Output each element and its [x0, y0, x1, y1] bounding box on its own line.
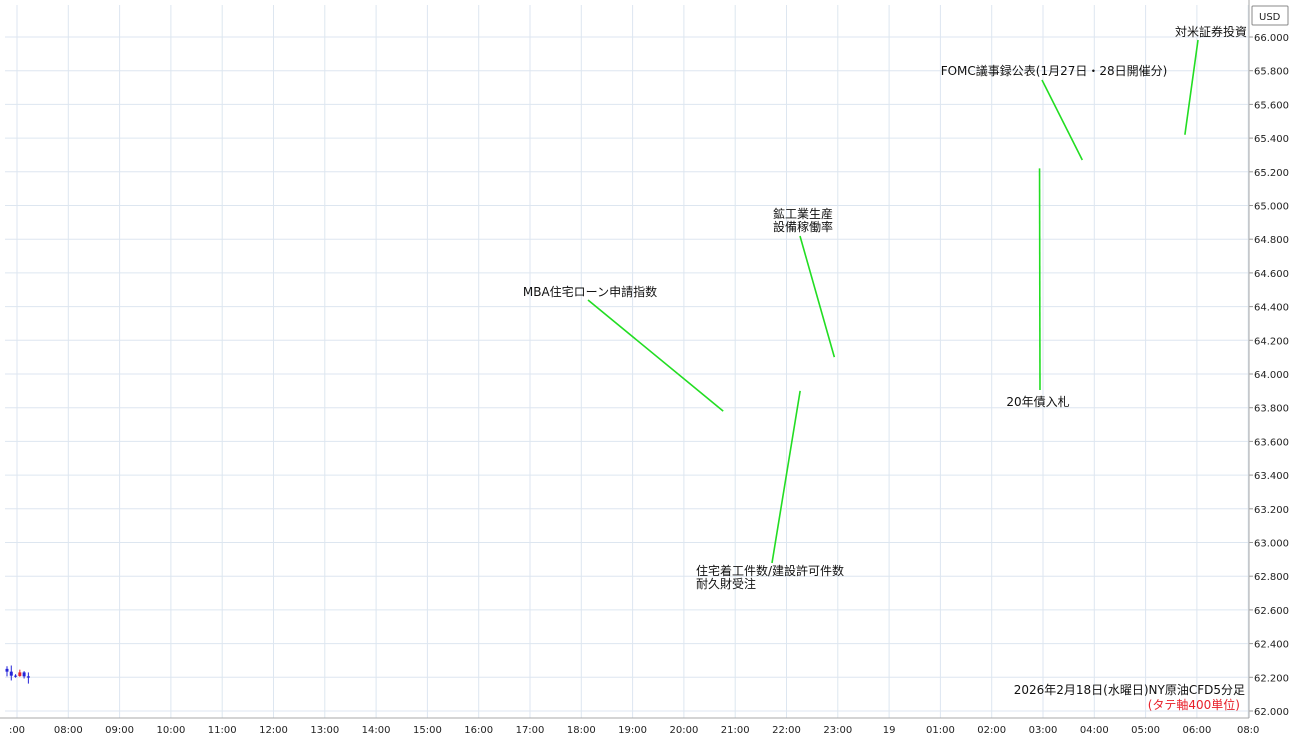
- annotation-label: 鉱工業生産: [773, 206, 833, 221]
- x-tick-label: 13:00: [310, 725, 339, 736]
- candle-body: [9, 671, 13, 676]
- y-tick-label: 64.600: [1254, 269, 1289, 280]
- y-tick-label: 62.200: [1254, 673, 1289, 684]
- annotation-label: MBA住宅ローン申請指数: [523, 284, 657, 299]
- x-tick-label: 21:00: [721, 725, 750, 736]
- chart-title: 2026年2月18日(水曜日)NY原油CFD5分足: [1014, 683, 1245, 697]
- x-tick-label: 05:00: [1131, 725, 1160, 736]
- grid: [5, 5, 1249, 718]
- y-tick-label: 63.000: [1254, 539, 1289, 550]
- y-tick-label: 65.200: [1254, 168, 1289, 179]
- x-tick-label: 08:00: [54, 725, 83, 736]
- y-tick-label: 63.800: [1254, 404, 1289, 415]
- candle-body: [5, 668, 9, 672]
- x-tick-label: 09:00: [105, 725, 134, 736]
- y-tick-label: 63.200: [1254, 505, 1289, 516]
- y-tick-label: 65.600: [1254, 100, 1289, 111]
- x-tick-label: 22:00: [772, 725, 801, 736]
- x-tick-label: 08:0: [1237, 725, 1259, 736]
- x-tick-label: 14:00: [362, 725, 391, 736]
- labels: USD 2026年2月18日(水曜日)NY原油CFD5分足 (タテ軸400単位)…: [9, 12, 1289, 736]
- candle-body: [22, 672, 26, 677]
- candle-body: [14, 675, 18, 677]
- annotation-label: 20年債入札: [1006, 394, 1069, 409]
- y-tick-label: 63.400: [1254, 471, 1289, 482]
- y-tick-label: 62.000: [1254, 707, 1289, 718]
- y-tick-label: 62.400: [1254, 640, 1289, 651]
- annotation-line: [799, 235, 836, 358]
- y-tick-label: 65.400: [1254, 134, 1289, 145]
- annotation-label: FOMC議事録公表(1月27日・28日開催分): [941, 63, 1168, 78]
- x-tick-label: 01:00: [926, 725, 955, 736]
- annotation-label: 住宅着工件数/建設許可件数: [696, 563, 844, 578]
- x-tick-label: 17:00: [516, 725, 545, 736]
- x-tick-label: 03:00: [1029, 725, 1058, 736]
- x-tick-label: 18:00: [567, 725, 596, 736]
- annotation-line: [1184, 39, 1199, 135]
- x-tick-label: 16:00: [464, 725, 493, 736]
- y-tick-label: 62.600: [1254, 606, 1289, 617]
- annotations: [587, 39, 1199, 564]
- x-tick-label: 23:00: [823, 725, 852, 736]
- x-tick-label: 19:00: [618, 725, 647, 736]
- annotation-label: 対米証券投資: [1175, 24, 1247, 39]
- x-tick-label: 19: [883, 725, 896, 736]
- annotation-label: 耐久財受注: [696, 576, 756, 591]
- annotation-line: [771, 390, 801, 564]
- x-tick-label: :00: [9, 725, 25, 736]
- x-tick-label: 06:00: [1182, 725, 1211, 736]
- y-tick-label: 64.800: [1254, 235, 1289, 246]
- y-tick-label: 65.000: [1254, 202, 1289, 213]
- y-tick-label: 65.800: [1254, 67, 1289, 78]
- candle-body: [18, 672, 22, 676]
- x-tick-label: 12:00: [259, 725, 288, 736]
- x-tick-label: 15:00: [413, 725, 442, 736]
- y-tick-label: 64.200: [1254, 336, 1289, 347]
- candle-body: [26, 676, 30, 678]
- annotation-line: [1041, 79, 1084, 161]
- x-tick-label: 02:00: [977, 725, 1006, 736]
- candles: [5, 665, 30, 684]
- currency-box: [1251, 5, 1289, 26]
- annotation-label: 設備稼働率: [773, 219, 833, 234]
- chart-subtitle: (タテ軸400単位): [1148, 697, 1240, 712]
- currency-label: USD: [1259, 12, 1281, 23]
- y-tick-label: 64.400: [1254, 303, 1289, 314]
- annotation-line: [587, 299, 724, 412]
- x-tick-label: 04:00: [1080, 725, 1109, 736]
- x-tick-label: 10:00: [156, 725, 185, 736]
- y-tick-label: 64.000: [1254, 370, 1289, 381]
- y-tick-label: 62.800: [1254, 572, 1289, 583]
- x-tick-label: 11:00: [208, 725, 237, 736]
- x-tick-label: 20:00: [669, 725, 698, 736]
- axes: [0, 0, 1289, 719]
- y-tick-label: 66.000: [1254, 33, 1289, 44]
- y-tick-label: 63.600: [1254, 437, 1289, 448]
